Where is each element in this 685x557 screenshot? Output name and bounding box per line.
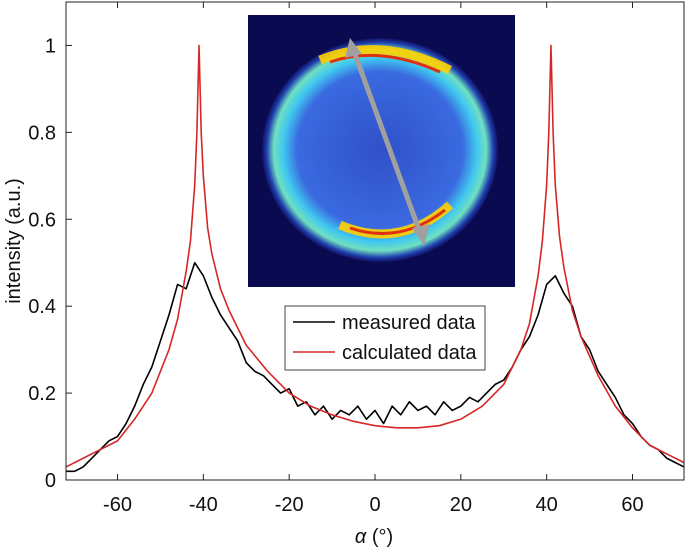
y-tick-label: 0.6: [28, 209, 56, 231]
y-tick-label: 0.4: [28, 296, 56, 318]
legend-label: measured data: [342, 312, 476, 334]
axes-frame: [65, 1, 685, 481]
x-axis-unit: (°): [372, 526, 393, 548]
inset-image: [248, 15, 515, 287]
x-tick-label: 60: [621, 494, 643, 516]
y-tick-label: 0.8: [28, 122, 56, 144]
x-tick-label: 0: [369, 494, 380, 516]
y-axis-label: intensity (a.u.): [3, 178, 25, 304]
data-line: [65, 44, 685, 468]
x-tick-label: 40: [536, 494, 558, 516]
y-tick-label: 1: [45, 35, 56, 57]
x-tick-label: -40: [189, 494, 218, 516]
plot-area: [65, 2, 685, 481]
x-tick-label: -60: [103, 494, 132, 516]
legend: measured data calculated data: [284, 305, 486, 371]
x-tick-label: -20: [275, 494, 304, 516]
x-axis-symbol: α: [355, 526, 367, 548]
x-axis-label: α (°): [355, 526, 393, 548]
y-tick-label: 0: [45, 470, 56, 492]
y-tick-label: 0.2: [28, 383, 56, 405]
legend-box: [284, 305, 486, 371]
legend-label: calculated data: [342, 342, 477, 364]
x-tick-label: 20: [450, 494, 472, 516]
